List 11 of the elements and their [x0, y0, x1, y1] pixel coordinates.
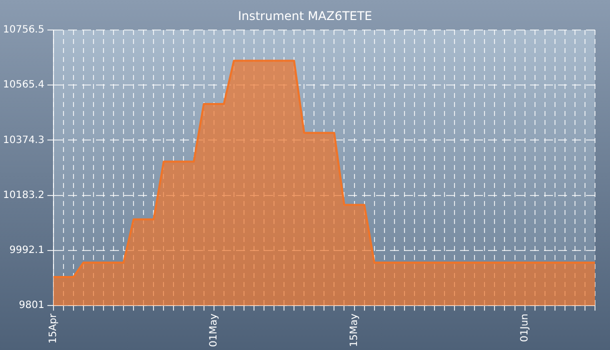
y-tick-label: 10756.5 [2, 24, 44, 36]
chart-title: Instrument MAZ6TETE [236, 9, 374, 23]
y-tick-label: 9801 [18, 300, 44, 312]
y-tick-label: 10374.3 [2, 134, 44, 146]
x-tick-label: 15May [348, 314, 360, 348]
y-tick-label: 10565.4 [2, 80, 44, 91]
x-tick-label: 15Apr [48, 312, 59, 344]
y-tick-label: 9992.1 [9, 245, 44, 256]
x-tick-label: 01Jun [519, 314, 530, 342]
x-tick-label: 01May [208, 314, 220, 348]
y-tick-label: 10183.2 [2, 190, 44, 201]
